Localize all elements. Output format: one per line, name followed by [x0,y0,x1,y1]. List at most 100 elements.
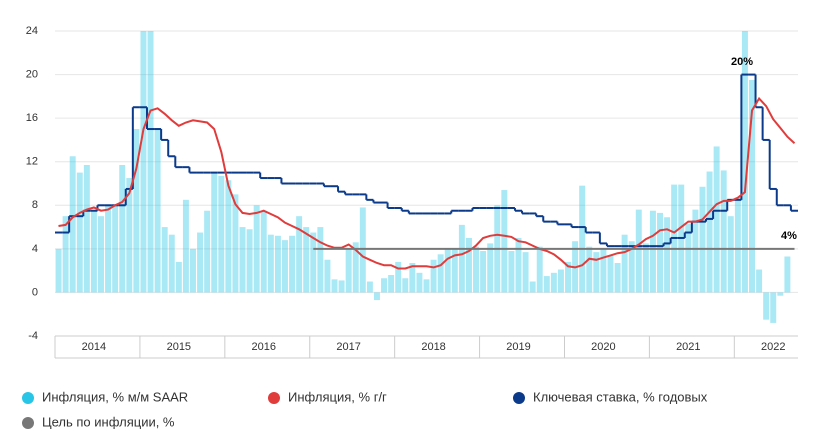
bar [430,259,437,293]
bar [267,234,274,293]
bar [664,217,671,293]
x-tick-label: 2022 [761,341,785,353]
x-tick-label: 2017 [336,341,360,353]
bar [565,261,571,293]
bar [437,254,444,293]
bar [175,261,182,293]
x-tick-label: 2014 [82,341,106,353]
bar [473,246,480,293]
bar [557,269,564,293]
bar [218,175,225,293]
bar [444,248,451,293]
bar [190,248,196,293]
bar [536,246,543,293]
bar [239,227,246,293]
bar [168,234,175,293]
bar [451,248,458,293]
bar [98,216,104,293]
bar [579,185,586,293]
legend: Инфляция, % м/м SAAR Инфляция, % г/г Ключе… [22,389,708,429]
bar [317,227,324,293]
bar [83,164,90,293]
bar [642,243,649,293]
bar [246,229,253,293]
y-tick-label: -4 [28,330,38,342]
legend-label: Инфляция, % м/м SAAR [42,389,188,404]
y-tick-label: 24 [26,25,38,37]
bar [600,248,607,293]
bar [381,278,388,293]
bar [487,243,494,293]
legend-label: Инфляция, % г/г [288,389,387,404]
legend-label: Ключевая ставка, % годовых [533,389,708,404]
bar [749,80,755,293]
bar [727,216,734,293]
y-tick-label: 16 [26,112,38,124]
bar [331,279,338,293]
bar [699,186,706,293]
bar [260,210,267,293]
legend-marker [513,392,525,404]
bar [409,263,416,293]
bar [126,178,133,293]
bar [211,172,218,293]
bar [338,280,345,293]
series-line [58,96,796,270]
bar [119,164,126,293]
y-tick-label: 8 [32,199,38,211]
legend-label: Цель по инфляции, % [42,414,175,429]
bar [69,156,76,293]
bar [763,292,770,320]
bar [607,255,614,293]
bar [706,171,713,293]
bar [345,248,352,293]
bar [324,259,331,293]
bar [628,241,635,293]
bar [734,197,741,293]
bar [480,251,487,293]
bar [621,234,628,293]
lines [55,73,798,270]
x-axis: 2014 2015 2016 2017 2018 2019 2020 2021 2022 [54,335,798,359]
bar [657,212,663,293]
bar [402,278,409,293]
bar [359,207,366,293]
bar [232,194,239,293]
bar [225,180,232,293]
bar [154,129,161,293]
bar [140,31,147,293]
bar [515,237,522,293]
bar [253,205,260,293]
bar [366,281,373,293]
bar [303,227,310,293]
x-tick-label: 2016 [252,341,276,353]
bars [55,31,791,323]
y-tick-label: 12 [26,156,38,168]
bar [296,216,303,293]
bar [770,292,777,323]
bar [593,252,600,293]
bar [550,272,557,293]
bar [713,146,720,293]
bar [289,235,296,293]
legend-marker [22,392,34,404]
legend-marker [22,417,34,429]
bar [204,210,211,293]
annotation: 20% [731,56,753,68]
bar [161,227,168,293]
bar [282,240,288,293]
bar [76,172,83,293]
x-tick-label: 2021 [676,341,700,353]
y-tick-label: 20 [26,68,38,80]
bar [685,223,692,293]
x-tick-label: 2015 [167,341,191,353]
grid: -4 0 4 8 12 16 20 24 [26,25,798,342]
bar [197,232,204,293]
legend-marker [268,392,280,404]
bar [147,31,154,293]
x-tick-label: 2019 [506,341,530,353]
y-tick-label: 0 [32,286,38,298]
bar [373,292,380,301]
bar [133,129,140,293]
